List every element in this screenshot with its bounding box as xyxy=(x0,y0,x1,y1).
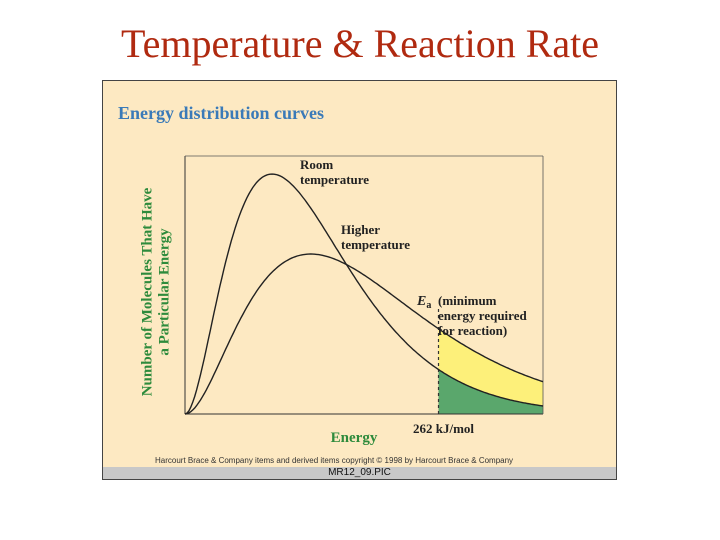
plot-area: Room temperature Higher temperature (minimum… xyxy=(184,155,544,446)
activation-energy-note: (minimum energy required for reaction) xyxy=(438,293,527,338)
chart-figure: Energy distribution curves Number of Mol… xyxy=(102,80,617,480)
series-room-temperature xyxy=(184,173,544,415)
figure-caption: MR12_09.PIC xyxy=(103,467,616,479)
room-temp-shaded-region xyxy=(438,369,543,414)
series-higher-temperature xyxy=(184,253,544,415)
activation-energy-symbol: Ea xyxy=(416,294,431,311)
room-temperature-label: Room temperature xyxy=(300,157,369,187)
figure-heading: Energy distribution curves xyxy=(118,103,325,123)
higher-temperature-label: Higher temperature xyxy=(341,222,410,252)
slide-title: Temperature & Reaction Rate xyxy=(120,21,600,66)
threshold-tick-label: 262 kJ/mol xyxy=(413,421,474,436)
higher-temp-shaded-region xyxy=(438,328,543,406)
x-axis-label: Energy xyxy=(331,430,378,446)
copyright-notice: Harcourt Brace & Company items and deriv… xyxy=(155,456,514,465)
